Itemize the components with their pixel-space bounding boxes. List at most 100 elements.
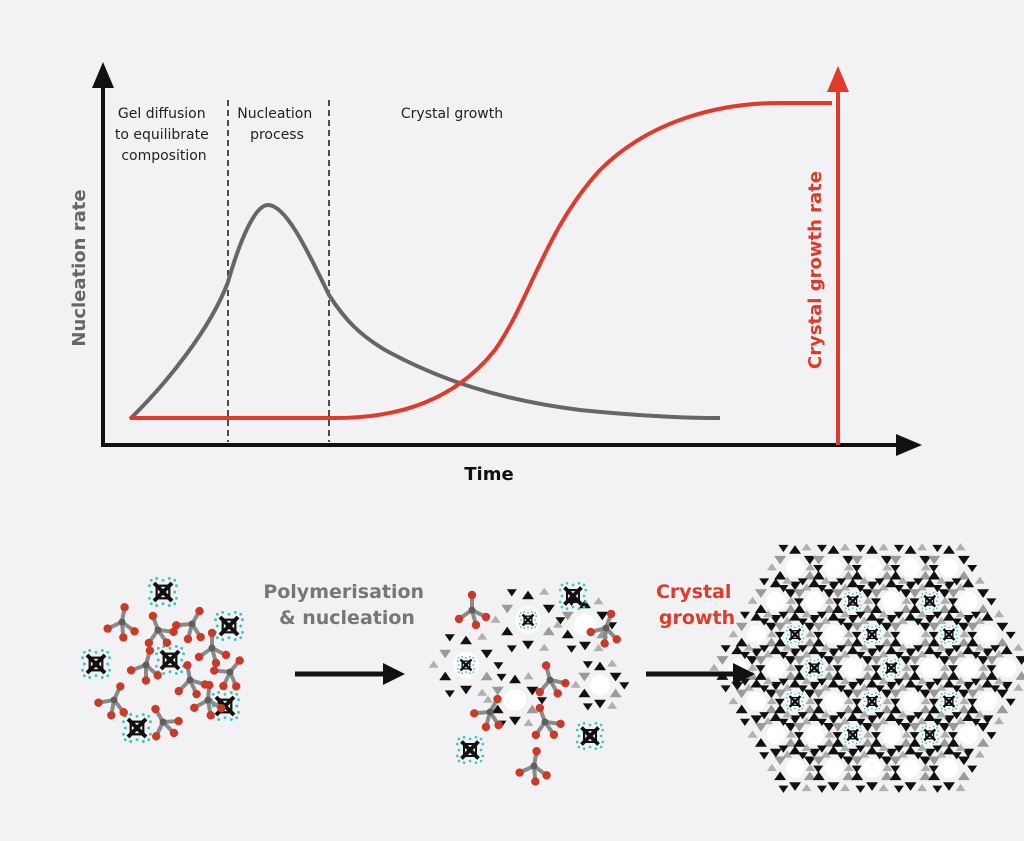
tetrahedral-unit	[174, 661, 210, 699]
framework-ring	[901, 576, 958, 626]
template-molecule	[456, 655, 476, 675]
template-molecule	[843, 725, 862, 745]
framework-ring	[843, 609, 901, 660]
framework-ring	[959, 676, 1016, 727]
framework-ring	[882, 743, 939, 793]
template-molecule	[939, 692, 959, 711]
nucleation-cluster	[428, 581, 630, 786]
framework-ring	[747, 643, 804, 693]
template-molecule	[882, 658, 901, 678]
x-axis-title: Time	[464, 464, 513, 485]
template-molecule	[862, 692, 882, 711]
framework-ring	[843, 676, 901, 727]
tetrahedral-unit	[454, 590, 491, 630]
phase-label-crystal-growth: Crystal growth	[401, 106, 503, 122]
template-molecule	[785, 692, 805, 711]
framework-ring	[940, 576, 997, 626]
template-molecule	[155, 645, 185, 675]
tetrahedral-unit	[126, 646, 162, 685]
y-axis-right-arrowhead	[827, 66, 849, 92]
crystal-growth-rate-curve	[130, 101, 832, 420]
framework-ring	[483, 672, 547, 728]
template-molecule	[455, 735, 485, 765]
framework-ring	[959, 609, 1016, 660]
framework-ring	[728, 609, 785, 660]
framework-ring	[766, 676, 824, 727]
framework-ring	[747, 710, 804, 760]
tetrahedral-unit	[470, 694, 503, 732]
y-axis-left-arrowhead	[92, 62, 114, 88]
tetrahedral-unit	[515, 747, 551, 786]
process-schematic: Polymerisation & nucleation Crystal grow…	[81, 543, 1024, 793]
framework-ring	[863, 576, 920, 626]
template-molecule	[843, 591, 862, 611]
nucleation-rate-curve	[128, 202, 721, 421]
template-molecule	[862, 625, 882, 644]
template-molecule	[805, 658, 824, 678]
step-arrow-1-head	[383, 663, 405, 685]
tetrahedral-unit	[103, 603, 139, 642]
template-molecule	[214, 611, 244, 641]
framework-ring	[428, 632, 504, 698]
framework-ring	[901, 643, 958, 693]
framework-ring	[863, 710, 920, 760]
tetrahedral-unit	[190, 680, 226, 720]
precursor-cluster	[81, 577, 244, 743]
step-label-crystal-growth: Crystal growth	[656, 581, 738, 629]
left-axis-title: Nucleation rate	[69, 189, 90, 346]
framework-ring	[786, 643, 843, 693]
x-axis-arrowhead	[896, 434, 922, 456]
framework-ring	[805, 543, 862, 593]
framework-ring	[940, 643, 997, 693]
tetrahedral-unit	[94, 682, 128, 720]
framework-ring	[863, 643, 920, 693]
framework-ring	[824, 710, 881, 760]
template-molecule	[558, 581, 588, 611]
framework-ring	[728, 676, 785, 727]
template-molecule	[518, 610, 538, 630]
tetrahedral-unit	[194, 628, 231, 668]
framework-ring	[843, 743, 901, 793]
tetrahedral-unit	[172, 606, 205, 644]
rate-chart: Gel diffusion to equilibrate composition…	[69, 62, 922, 485]
framework-ring	[805, 609, 862, 660]
framework-ring	[920, 543, 978, 593]
framework-ring	[882, 543, 939, 593]
framework-ring	[901, 710, 958, 760]
framework-ring	[920, 676, 978, 727]
framework-ring	[786, 576, 843, 626]
tetrahedral-unit	[151, 704, 183, 741]
template-molecule	[148, 577, 178, 607]
tetrahedral-unit	[210, 656, 244, 691]
framework-ring	[805, 743, 862, 793]
framework-ring	[843, 543, 901, 593]
crystal-cluster	[709, 543, 1024, 793]
framework-ring	[747, 576, 804, 626]
phase-label-gel-diffusion: Gel diffusion to equilibrate composition	[115, 106, 213, 164]
template-molecule	[81, 649, 111, 679]
template-molecule	[939, 625, 959, 644]
template-molecule	[920, 725, 939, 745]
template-molecule	[920, 591, 939, 611]
step-label-polymerisation: Polymerisation & nucleation	[263, 581, 430, 629]
framework-ring	[570, 659, 630, 711]
right-axis-title: Crystal growth rate	[805, 171, 826, 369]
step-arrow-2-head	[733, 663, 755, 685]
framework-ring	[940, 710, 997, 760]
framework-ring	[766, 609, 824, 660]
framework-ring	[490, 587, 566, 653]
tetrahedral-unit	[586, 609, 621, 648]
template-molecule	[122, 713, 152, 743]
template-molecule	[785, 625, 805, 644]
framework-ring	[824, 576, 881, 626]
tetrahedral-unit	[531, 703, 565, 740]
framework-ring	[766, 743, 824, 793]
framework-ring	[920, 743, 978, 793]
tetrahedral-unit	[144, 611, 178, 648]
phase-label-nucleation: Nucleation process	[237, 106, 316, 143]
tetrahedral-unit	[535, 661, 570, 698]
framework-ring	[882, 676, 939, 727]
template-molecule	[575, 721, 605, 751]
